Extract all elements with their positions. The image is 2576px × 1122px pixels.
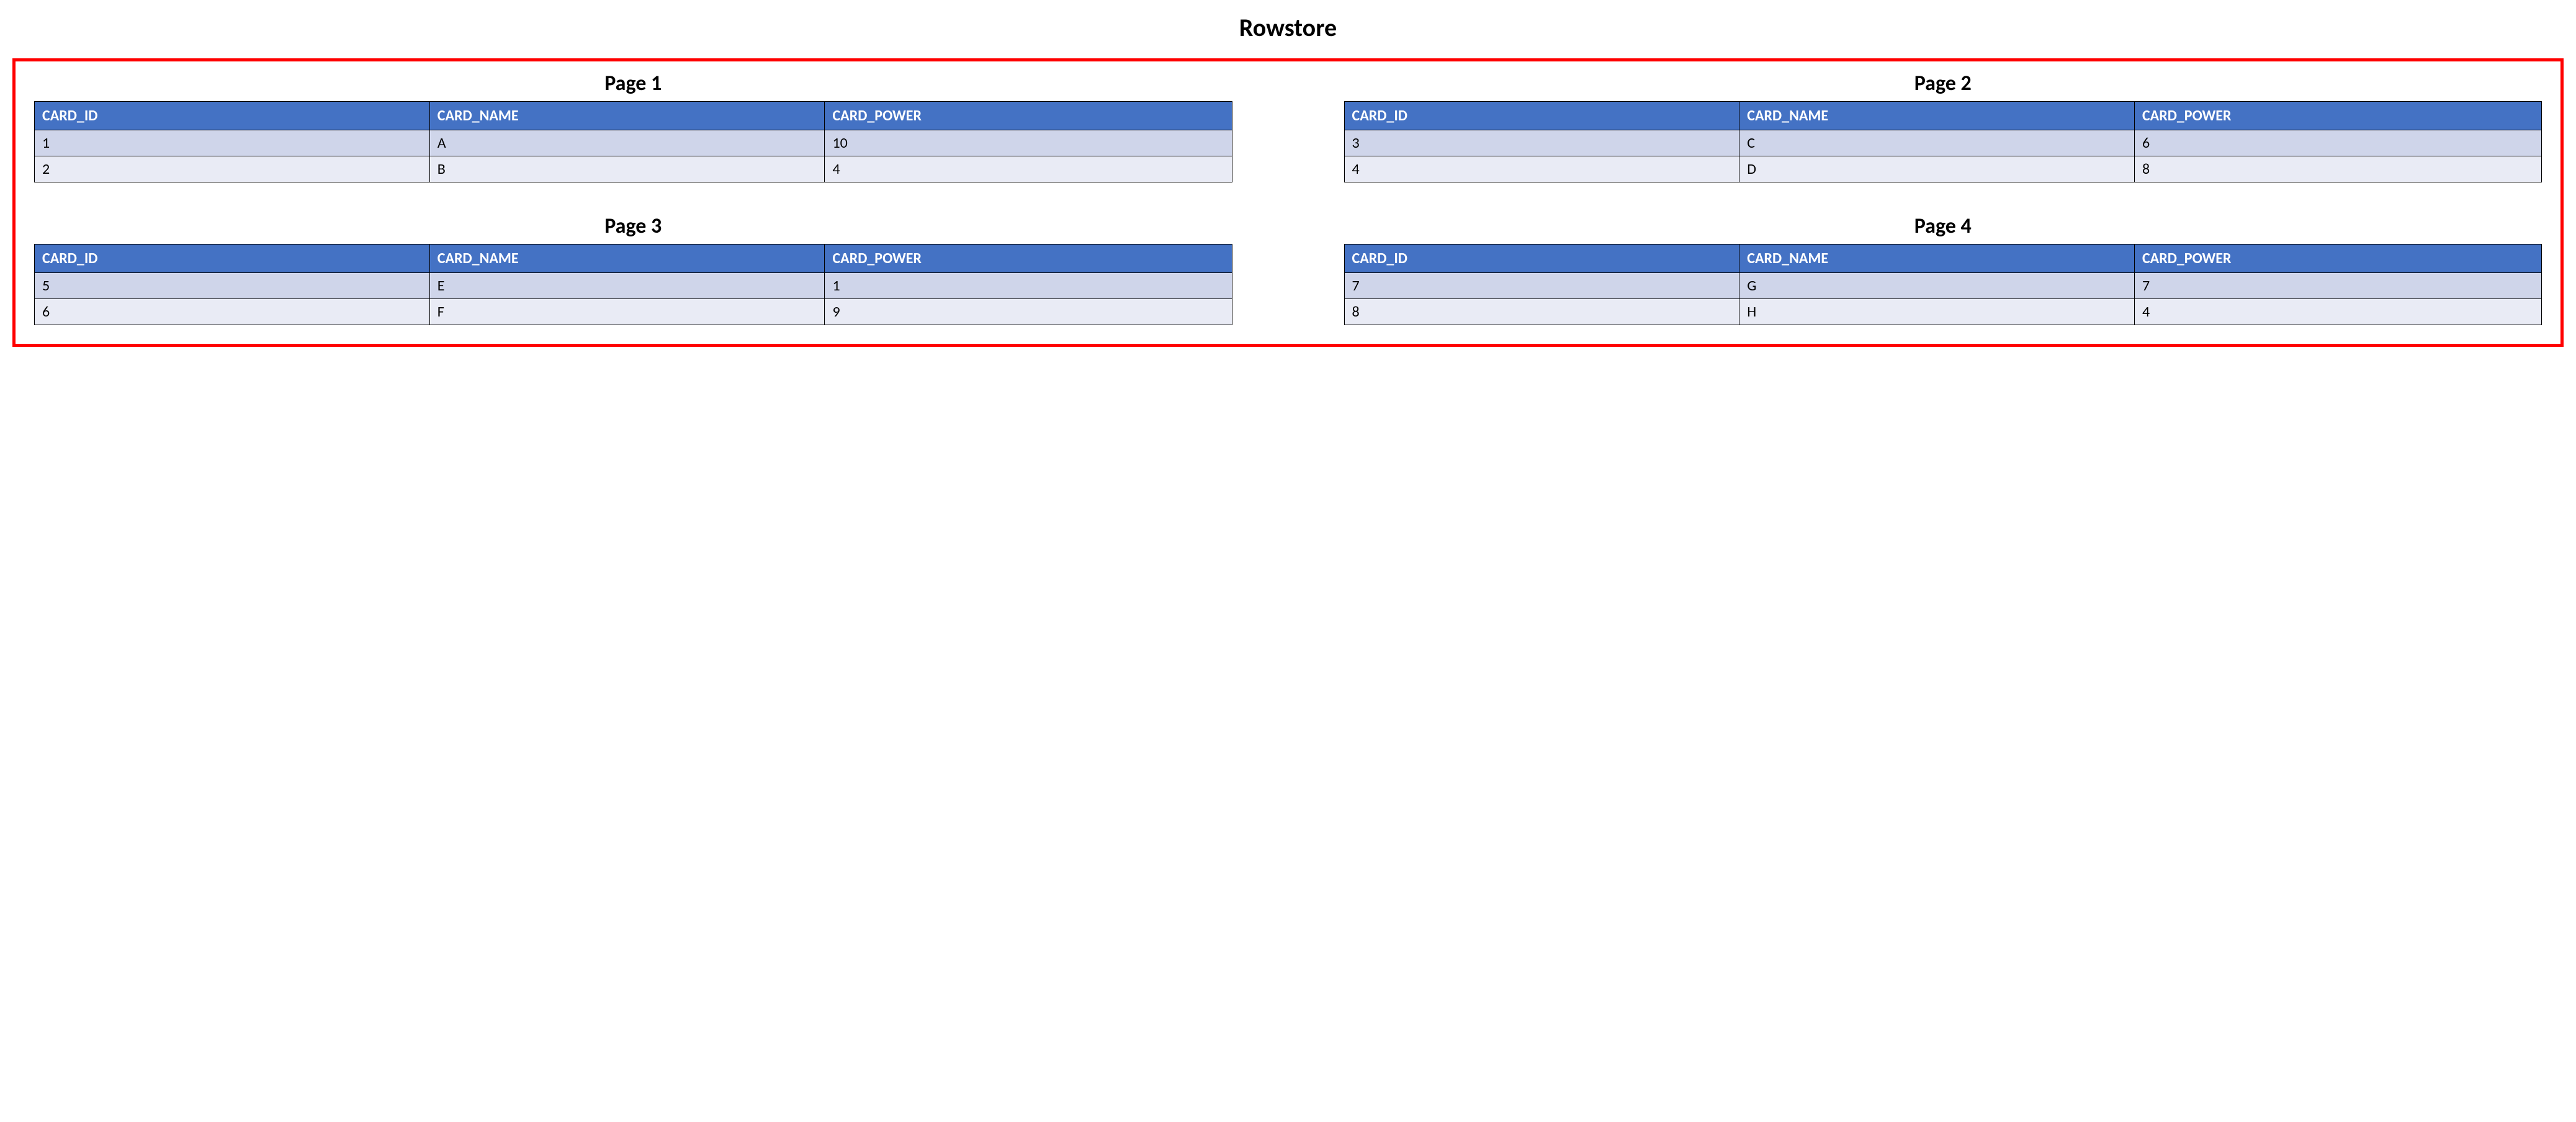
- table-cell: 2: [35, 156, 430, 182]
- table-cell: 4: [1344, 156, 1739, 182]
- table-cell: H: [1739, 299, 2135, 325]
- table-row: 5 E 1: [35, 273, 1232, 299]
- table-cell: E: [429, 273, 825, 299]
- table-cell: C: [1739, 130, 2135, 156]
- table-cell: 5: [35, 273, 430, 299]
- table-row: 1 A 10: [35, 130, 1232, 156]
- table-cell: 6: [35, 299, 430, 325]
- table-cell: 9: [825, 299, 1232, 325]
- column-header: CARD_NAME: [1739, 245, 2135, 273]
- page-title: Page 4: [1914, 213, 1972, 239]
- table-cell: 7: [2134, 273, 2541, 299]
- column-header: CARD_NAME: [1739, 102, 2135, 130]
- page-table-1: CARD_ID CARD_NAME CARD_POWER 1 A 10 2 B …: [34, 101, 1232, 182]
- page-table-3: CARD_ID CARD_NAME CARD_POWER 5 E 1 6 F 9: [34, 244, 1232, 325]
- page-title: Page 3: [604, 213, 662, 239]
- table-cell: 1: [35, 130, 430, 156]
- column-header: CARD_NAME: [429, 102, 825, 130]
- table-cell: 7: [1344, 273, 1739, 299]
- table-header-row: CARD_ID CARD_NAME CARD_POWER: [1344, 245, 2542, 273]
- column-header: CARD_ID: [35, 102, 430, 130]
- table-cell: 3: [1344, 130, 1739, 156]
- page-table-4: CARD_ID CARD_NAME CARD_POWER 7 G 7 8 H 4: [1344, 244, 2542, 325]
- table-header-row: CARD_ID CARD_NAME CARD_POWER: [1344, 102, 2542, 130]
- column-header: CARD_POWER: [825, 245, 1232, 273]
- table-cell: A: [429, 130, 825, 156]
- table-cell: G: [1739, 273, 2135, 299]
- table-row: 3 C 6: [1344, 130, 2542, 156]
- table-row: 8 H 4: [1344, 299, 2542, 325]
- page-block-1: Page 1 CARD_ID CARD_NAME CARD_POWER 1 A …: [34, 71, 1232, 182]
- page-table-2: CARD_ID CARD_NAME CARD_POWER 3 C 6 4 D 8: [1344, 101, 2542, 182]
- table-row: 6 F 9: [35, 299, 1232, 325]
- table-cell: 8: [1344, 299, 1739, 325]
- table-row: 2 B 4: [35, 156, 1232, 182]
- table-row: 4 D 8: [1344, 156, 2542, 182]
- table-row: 7 G 7: [1344, 273, 2542, 299]
- page-title: Page 2: [1914, 71, 1972, 96]
- column-header: CARD_ID: [1344, 102, 1739, 130]
- column-header: CARD_POWER: [2134, 245, 2541, 273]
- table-header-row: CARD_ID CARD_NAME CARD_POWER: [35, 245, 1232, 273]
- column-header: CARD_ID: [1344, 245, 1739, 273]
- table-cell: 4: [825, 156, 1232, 182]
- table-cell: F: [429, 299, 825, 325]
- page-block-2: Page 2 CARD_ID CARD_NAME CARD_POWER 3 C …: [1344, 71, 2542, 182]
- table-cell: 10: [825, 130, 1232, 156]
- column-header: CARD_POWER: [2134, 102, 2541, 130]
- main-title: Rowstore: [12, 12, 2564, 43]
- column-header: CARD_ID: [35, 245, 430, 273]
- page-title: Page 1: [604, 71, 662, 96]
- pages-container: Page 1 CARD_ID CARD_NAME CARD_POWER 1 A …: [12, 58, 2564, 347]
- page-block-4: Page 4 CARD_ID CARD_NAME CARD_POWER 7 G …: [1344, 213, 2542, 325]
- table-cell: 6: [2134, 130, 2541, 156]
- column-header: CARD_NAME: [429, 245, 825, 273]
- table-header-row: CARD_ID CARD_NAME CARD_POWER: [35, 102, 1232, 130]
- table-cell: 4: [2134, 299, 2541, 325]
- column-header: CARD_POWER: [825, 102, 1232, 130]
- table-cell: 8: [2134, 156, 2541, 182]
- page-block-3: Page 3 CARD_ID CARD_NAME CARD_POWER 5 E …: [34, 213, 1232, 325]
- table-cell: D: [1739, 156, 2135, 182]
- table-cell: 1: [825, 273, 1232, 299]
- table-cell: B: [429, 156, 825, 182]
